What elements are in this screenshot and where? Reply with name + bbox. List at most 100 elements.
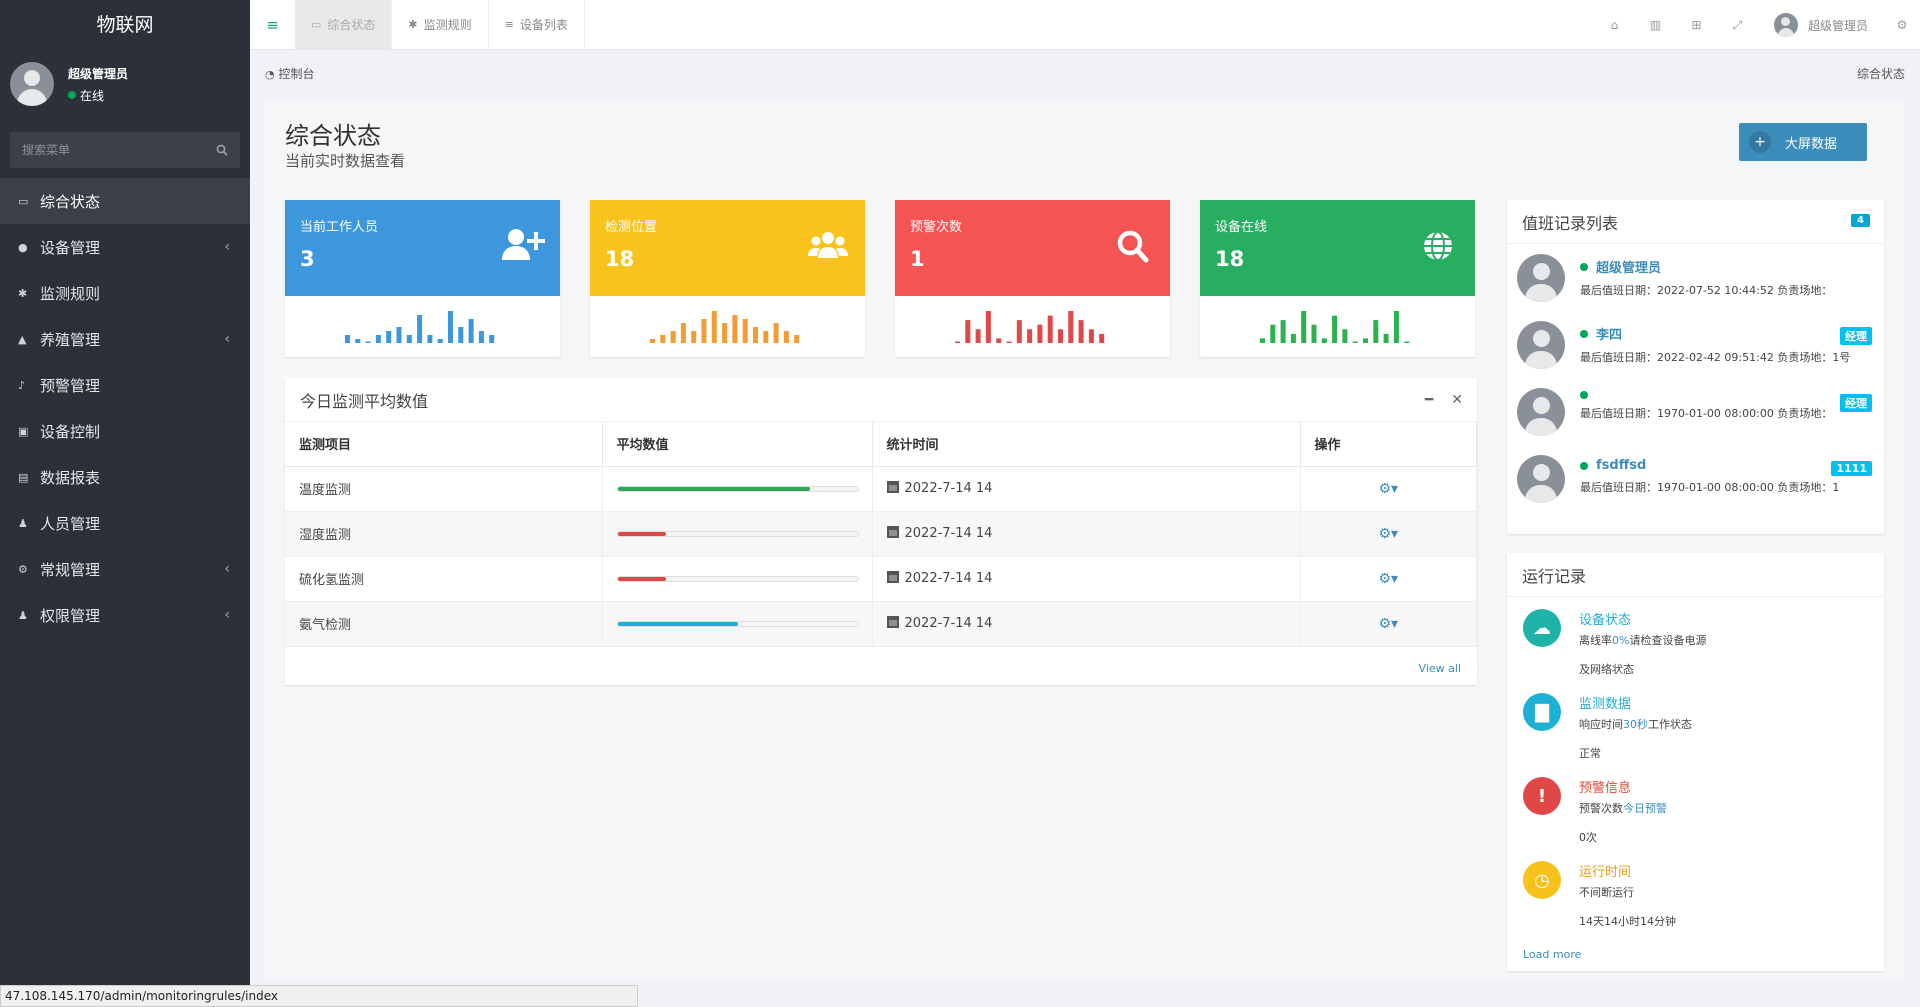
sidebar-item-3[interactable]: ▲ 养殖管理 ‹ (0, 316, 250, 362)
tab-2[interactable]: ≡ 设备列表 (489, 0, 585, 50)
language-icon[interactable]: ⊞ (1691, 18, 1702, 32)
spark-bar (448, 311, 453, 343)
sparkline-chart (955, 311, 1105, 343)
spark-bar (1301, 311, 1307, 343)
stat-label: 设备在线 (1215, 220, 1268, 235)
chevron-left-icon: ‹ (224, 331, 230, 347)
breadcrumb-left[interactable]: ◔ 控制台 (265, 65, 314, 82)
spark-bar (1058, 329, 1063, 343)
breadcrumb: ◔ 控制台 综合状态 (250, 51, 1920, 95)
stat-card-0: 当前工作人员 3 (285, 200, 560, 357)
spark-bar (1078, 320, 1084, 343)
sidebar-item-label: 养殖管理 (40, 330, 101, 349)
run-title[interactable]: 设备状态 (1579, 613, 1632, 628)
sidebar-item-9[interactable]: ♟ 权限管理 ‹ (0, 592, 250, 638)
avatar (1517, 321, 1565, 369)
spark-bar (427, 335, 433, 343)
run-desc-highlight: 今日预警 (1623, 802, 1667, 815)
tab-1[interactable]: ✱ 监测规则 (392, 0, 489, 50)
sidebar-item-0[interactable]: ▭ 综合状态 (0, 178, 250, 224)
users-icon (805, 226, 851, 266)
sidebar-item-1[interactable]: ● 设备管理 ‹ (0, 224, 250, 270)
spark-bar (478, 331, 484, 343)
tab-0[interactable]: ▭ 综合状态 (295, 0, 393, 50)
big-screen-button[interactable]: + 大屏数据 (1739, 123, 1867, 161)
run-title[interactable]: 监测数据 (1579, 697, 1632, 712)
panel-title: 运行记录 (1522, 566, 1587, 586)
globe-icon (1415, 226, 1461, 266)
duty-desc: 最后值班日期：1970-01-00 08:00:00 负责场地：1 (1580, 481, 1840, 494)
chevron-left-icon: ‹ (224, 607, 230, 623)
run-records-panel: 运行记录 ☁ 设备状态 离线率0%请检查设备电源 及网络状态 ▇ 监测数据 响应时… (1507, 553, 1884, 971)
list-item: 超级管理员 最后值班日期：2022-07-52 10:44:52 负责场地： (1507, 246, 1884, 313)
settings-icon[interactable]: ⚙ (1896, 18, 1908, 32)
stat-card-1: 检测位置 18 (590, 200, 865, 357)
spark-bar (406, 335, 412, 343)
spark-bar (773, 323, 779, 343)
avg-values-panel: 今日监测平均数值 ━ ✕ 监测项目 平均数值 统计时间 操作 温度监测 2022-7-… (285, 378, 1477, 685)
sidebar-item-4[interactable]: ♪ 预警管理 (0, 362, 250, 408)
stat-label: 预警次数 (910, 220, 963, 235)
duty-name[interactable]: 超级管理员 (1596, 261, 1662, 276)
run-desc-text: 请检查设备电源 (1629, 634, 1707, 647)
stat-time: 2022-7-14 14 (904, 571, 993, 586)
menu-toggle-icon[interactable]: ≡ (266, 15, 279, 34)
column-header: 监测项目 (285, 422, 603, 467)
run-desc-text: 响应时间 (1579, 718, 1623, 731)
close-icon[interactable]: ✕ (1451, 392, 1463, 408)
panel-title: 值班记录列表 (1522, 213, 1619, 233)
avatar (1517, 388, 1565, 436)
sidebar-item-label: 设备控制 (40, 422, 101, 441)
gear-dropdown-icon[interactable]: ⚙▾ (1378, 615, 1399, 632)
sidebar-item-label: 常规管理 (40, 560, 101, 579)
calendar-icon (886, 481, 899, 493)
panel-title: 今日监测平均数值 (300, 391, 429, 411)
brand-logo[interactable]: 物联网 (0, 0, 250, 50)
gear-dropdown-icon[interactable]: ⚙▾ (1378, 525, 1399, 542)
spark-bar (1260, 338, 1265, 343)
spark-bar (1342, 329, 1348, 343)
top-user-menu[interactable]: 超级管理员 (1758, 13, 1890, 37)
run-desc: 不间断运行 (1579, 884, 1884, 900)
sidebar-item-label: 监测规则 (40, 284, 101, 303)
sidebar-item-8[interactable]: ⚙ 常规管理 ‹ (0, 546, 250, 592)
sidebar-item-6[interactable]: ▤ 数据报表 (0, 454, 250, 500)
spark-bar (955, 341, 960, 343)
spark-bar (732, 315, 738, 343)
stat-time: 2022-7-14 14 (904, 526, 993, 541)
run-title[interactable]: 预警信息 (1579, 781, 1632, 796)
home-icon[interactable]: ⌂ (1610, 18, 1619, 32)
collapse-icon[interactable]: ━ (1424, 392, 1434, 408)
sidebar: 物联网 超级管理员 在线 ▭ 综合状态 ● 设备管理 ‹ ✱ 监测规则 ▲ 养殖管理 ‹ ♪ 预警管理… (0, 0, 250, 1007)
search-input[interactable] (22, 143, 216, 157)
stat-card-3: 设备在线 18 (1200, 200, 1475, 357)
sidebar-item-2[interactable]: ✱ 监测规则 (0, 270, 250, 316)
search-icon[interactable] (216, 144, 228, 156)
load-more-link[interactable]: Load more (1523, 948, 1582, 961)
spark-bar (711, 311, 717, 343)
fullscreen-icon[interactable]: ⤢ (1732, 17, 1743, 32)
sidebar-item-7[interactable]: ♟ 人员管理 (0, 500, 250, 546)
dashboard-icon: ◔ (265, 67, 275, 81)
progress-fill (617, 531, 666, 536)
spark-bar (650, 339, 655, 343)
stat-card-header: 预警次数 1 (895, 200, 1170, 296)
trash-icon[interactable]: ▥ (1649, 18, 1662, 32)
progress-bar (616, 485, 859, 492)
view-all-link[interactable]: View all (1418, 662, 1461, 675)
spark-bar (742, 319, 748, 343)
tab-label: 监测规则 (423, 18, 472, 32)
column-header: 统计时间 (872, 422, 1301, 467)
stat-time: 2022-7-14 14 (904, 481, 993, 496)
gear-dropdown-icon[interactable]: ⚙▾ (1378, 480, 1399, 497)
avatar (1517, 455, 1565, 503)
gear-dropdown-icon[interactable]: ⚙▾ (1378, 570, 1399, 587)
main-content: 综合状态 当前实时数据查看 + 大屏数据 当前工作人员 3 检测位置 18 预警… (265, 100, 1905, 980)
sparkline-chart (1260, 311, 1410, 343)
duty-name[interactable]: 李四 (1596, 328, 1623, 343)
run-title[interactable]: 运行时间 (1579, 865, 1632, 880)
sidebar-item-5[interactable]: ▣ 设备控制 (0, 408, 250, 454)
duty-name[interactable]: fsdffsd (1596, 458, 1647, 473)
spark-bar (417, 315, 423, 343)
cogs-icon: ⚙ (18, 562, 28, 576)
